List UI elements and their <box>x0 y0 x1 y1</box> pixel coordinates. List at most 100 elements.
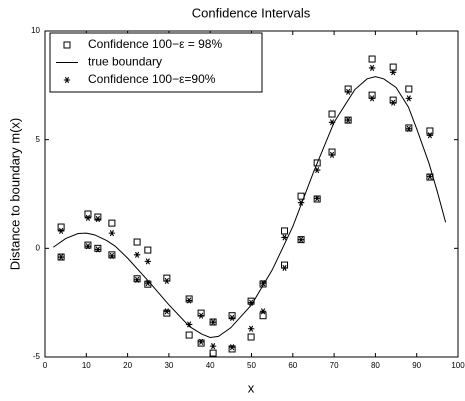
square-marker <box>84 241 92 249</box>
star-marker <box>259 308 267 315</box>
square-marker <box>247 333 255 341</box>
square-marker <box>368 55 376 63</box>
y-tick-label: 0 <box>36 243 41 252</box>
square-marker <box>313 159 321 167</box>
square-marker <box>328 110 336 118</box>
square-marker <box>281 227 289 235</box>
x-tick-label: 20 <box>123 361 132 370</box>
square-marker <box>389 63 397 71</box>
square-marker <box>197 339 205 347</box>
legend-label: Confidence 100−ε=90% <box>88 72 216 86</box>
star-marker <box>247 299 255 306</box>
star-marker <box>344 117 352 124</box>
star-marker <box>185 297 193 304</box>
square-marker <box>259 312 267 320</box>
square-marker <box>144 246 152 254</box>
square-marker <box>94 244 102 252</box>
square-marker <box>368 91 376 99</box>
star-marker <box>281 234 288 241</box>
star-marker <box>108 230 116 237</box>
square-marker <box>163 309 171 317</box>
y-tick-label: 5 <box>36 135 41 144</box>
star-marker <box>389 69 397 76</box>
star-marker <box>389 99 397 106</box>
square-marker <box>209 349 217 357</box>
legend-box <box>49 32 263 93</box>
square-marker <box>405 85 413 93</box>
legend: Confidence 100−ε = 98% true boundary Confi… <box>49 32 263 93</box>
chart-title: Confidence Intervals <box>192 5 311 20</box>
star-marker <box>84 214 92 221</box>
star-marker <box>228 314 236 321</box>
x-tick-label: 40 <box>206 361 215 370</box>
star-marker <box>209 343 217 350</box>
x-tick-label: 50 <box>247 361 256 370</box>
legend-label: Confidence 100−ε = 98% <box>88 37 222 51</box>
square-marker <box>313 195 321 203</box>
star-marker <box>185 321 193 328</box>
x-axis-label: x <box>248 380 255 395</box>
square-marker <box>108 219 116 227</box>
square-marker <box>57 223 65 231</box>
star-marker <box>313 195 321 202</box>
square-marker <box>405 124 413 132</box>
square-marker <box>259 280 267 288</box>
star-marker <box>94 215 102 223</box>
star-marker <box>228 344 236 351</box>
x-tick-label: 90 <box>412 361 421 370</box>
star-marker <box>247 325 255 332</box>
x-tick-label: 60 <box>288 361 297 370</box>
y-axis-label: Distance to boundary m(x) <box>7 118 22 270</box>
star-marker <box>197 338 205 345</box>
star-marker <box>426 132 434 139</box>
square-marker <box>133 238 141 246</box>
square-marker <box>63 41 71 49</box>
star-marker <box>405 125 413 132</box>
star-marker <box>133 276 141 283</box>
x-tick-label: 30 <box>164 361 173 370</box>
star-marker <box>328 151 336 158</box>
x-tick-label: 10 <box>82 361 91 370</box>
star-marker <box>368 95 376 102</box>
star-marker <box>57 253 65 261</box>
square-marker <box>84 210 92 218</box>
star-marker <box>144 258 152 265</box>
star-marker <box>94 246 102 253</box>
line-series <box>52 76 447 338</box>
star-marker <box>328 119 336 126</box>
square-marker <box>185 331 193 339</box>
star-marker <box>209 319 217 326</box>
star-marker <box>405 95 413 102</box>
star-marker <box>297 236 305 243</box>
star-marker <box>144 280 152 287</box>
star-marker <box>259 280 267 287</box>
square-marker <box>426 127 434 135</box>
star-marker <box>368 64 376 72</box>
star-marker <box>84 243 92 250</box>
x-tick-label: 70 <box>330 361 339 370</box>
square-marker <box>228 345 236 353</box>
star-marker <box>297 199 305 206</box>
star-marker <box>344 88 352 95</box>
star-marker <box>108 252 116 260</box>
square-marker <box>185 295 193 303</box>
y-tick-label: -5 <box>33 352 41 361</box>
star-marker <box>57 227 65 235</box>
star-marker <box>281 264 288 271</box>
x-tick-label: 100 <box>451 361 465 370</box>
star-marker <box>163 308 171 315</box>
star-marker <box>63 76 71 84</box>
star-marker <box>426 173 434 180</box>
star-marker <box>197 312 205 319</box>
star-marker <box>163 277 171 285</box>
x-tick-label: 80 <box>371 361 380 370</box>
x-tick-label: 0 <box>43 361 48 370</box>
star-marker <box>133 251 141 258</box>
square-marker <box>108 251 116 259</box>
square-marker <box>133 275 141 283</box>
legend-label: true boundary <box>88 55 162 69</box>
y-tick-label: 10 <box>31 26 40 35</box>
star-marker <box>313 167 321 174</box>
